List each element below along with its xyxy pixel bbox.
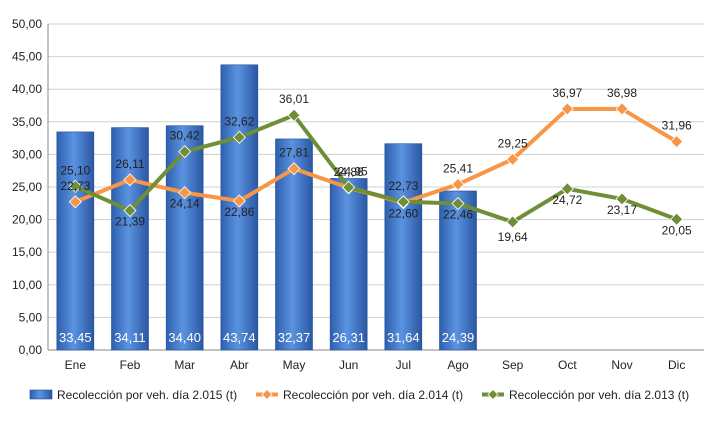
x-tick-label: Jul (396, 358, 411, 372)
bar-data-label: 33,45 (59, 330, 92, 345)
legend: Recolección por veh. día 2.015 (t) Recole… (29, 388, 689, 402)
series-line (73, 113, 679, 224)
y-tick-label: 50,00 (12, 17, 42, 31)
data-point-marker (123, 203, 137, 218)
x-axis: Ene Feb Mar Abr May Jun Jul Ago Sep Oct Nov Dic (48, 349, 704, 372)
line-data-label: 22,86 (224, 205, 254, 219)
data-point-marker (615, 102, 629, 116)
line-data-label: 26,11 (115, 157, 144, 171)
line-data-label: 22,73 (60, 179, 90, 193)
x-tick-label: Mar (174, 358, 195, 372)
bar (329, 178, 368, 351)
data-point-marker (506, 215, 520, 229)
bar-data-label: 26,31 (332, 330, 365, 345)
line-data-label: 25,41 (443, 161, 473, 175)
line-data-label: 20,05 (662, 223, 692, 237)
data-point-marker (560, 102, 574, 116)
bar (56, 131, 95, 351)
x-tick-label: Nov (611, 358, 632, 372)
data-point-marker (670, 135, 684, 149)
line-data-label: 27,81 (279, 146, 309, 160)
legend-marker (487, 388, 499, 401)
y-tick-label: 30,00 (12, 147, 42, 161)
bar-data-label: 43,74 (223, 330, 256, 345)
data-point-marker (615, 192, 629, 206)
data-point-marker (670, 212, 684, 226)
x-tick-label: Ene (65, 358, 87, 372)
y-tick-label: 5,00 (19, 310, 43, 324)
data-point-marker (396, 195, 410, 209)
bar (439, 190, 477, 351)
data-point-marker (287, 108, 301, 122)
data-point-marker (342, 180, 356, 194)
line-data-label: 22,60 (388, 207, 418, 221)
x-tick-label: Abr (230, 358, 249, 372)
bar-data-label: 32,37 (278, 330, 311, 345)
data-point-marker (287, 162, 301, 176)
line-data-label: 22,73 (388, 179, 418, 193)
line-data-label: 25,10 (60, 163, 90, 177)
y-tick-label: 0,00 (19, 343, 43, 357)
bar-data-label: 34,11 (114, 330, 146, 345)
data-point-marker (123, 173, 137, 187)
line-data-label: 29,25 (498, 136, 528, 150)
data-point-marker (232, 130, 246, 144)
legend-marker (261, 388, 273, 401)
data-point-marker (506, 152, 520, 166)
x-tick-label: Feb (120, 358, 141, 372)
bar-data-label: 24,39 (442, 330, 475, 345)
y-tick-label: 10,00 (12, 278, 42, 292)
data-point-marker (178, 145, 192, 159)
legend-label: Recolección por veh. día 2.013 (t) (509, 388, 689, 402)
x-tick-label: May (283, 358, 306, 372)
line-data-label: 19,64 (498, 230, 528, 244)
legend-label: Recolección por veh. día 2.014 (t) (283, 388, 463, 402)
data-point-marker (451, 177, 465, 191)
y-tick-label: 35,00 (12, 115, 42, 129)
line-data-label: 22,46 (443, 208, 473, 222)
line-data-label: 24,72 (552, 193, 582, 207)
line-data-label: 24,88 (334, 165, 364, 179)
line-data-label: 23,17 (607, 203, 637, 217)
bar (111, 127, 149, 351)
x-tick-label: Ago (447, 358, 469, 372)
series-line (73, 106, 679, 205)
line-data-label: 36,97 (552, 86, 582, 100)
line-data-label: 31,96 (662, 119, 692, 133)
bar-data-label: 34,40 (168, 330, 201, 345)
data-point-marker (178, 186, 192, 200)
x-tick-label: Sep (502, 358, 524, 372)
bar-data-label: 31,64 (387, 330, 420, 345)
line-data-label: 24,95 (338, 164, 368, 178)
x-tick-label: Oct (558, 358, 577, 372)
line-data-label: 21,39 (115, 215, 145, 229)
bar (165, 125, 204, 351)
line-series (68, 102, 684, 229)
line-data-label: 36,98 (607, 86, 637, 100)
line-data-label: 30,42 (170, 129, 200, 143)
y-tick-label: 20,00 (12, 213, 42, 227)
legend-label: Recolección por veh. día 2.015 (t) (57, 388, 237, 402)
line-data-label: 36,01 (279, 92, 309, 106)
line-data-label: 24,14 (170, 197, 200, 211)
data-point-marker (560, 182, 574, 196)
y-tick-label: 25,00 (12, 180, 42, 194)
y-tick-label: 40,00 (12, 82, 42, 96)
data-point-marker (68, 179, 82, 193)
data-point-marker (451, 196, 465, 211)
line-data-label: 32,62 (224, 114, 254, 128)
y-tick-label: 45,00 (12, 50, 42, 64)
bar (384, 143, 423, 351)
legend-swatch (29, 389, 53, 400)
x-tick-label: Jun (339, 358, 358, 372)
data-point-marker (232, 194, 246, 208)
y-axis: 0,00 5,00 10,00 15,00 20,00 25,00 30,00 35,00 40… (12, 17, 49, 357)
y-tick-label: 15,00 (12, 245, 42, 259)
data-point-marker (68, 195, 82, 209)
data-labels: 33,45 34,11 34,40 43,74 32,37 26,31 31,64 24,39… (59, 86, 692, 345)
x-tick-label: Dic (668, 358, 685, 372)
